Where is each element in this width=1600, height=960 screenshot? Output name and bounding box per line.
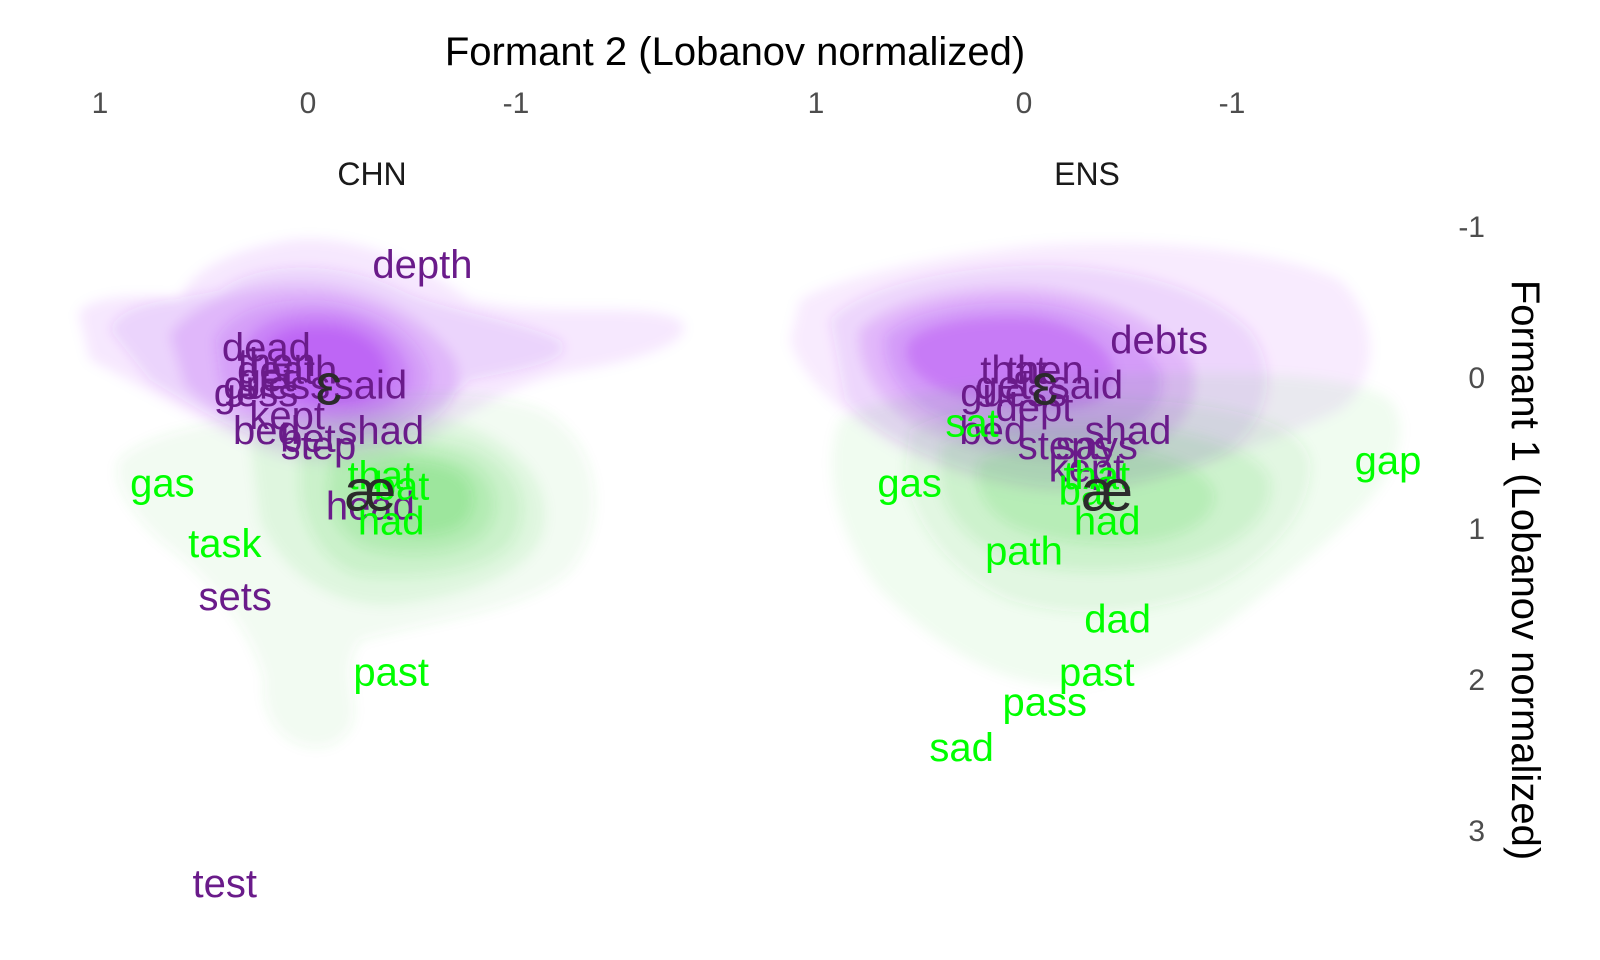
word-label-steps: steps xyxy=(1018,424,1114,468)
vowel-centroid-e: ɛ xyxy=(1032,353,1059,418)
word-label-that: that xyxy=(1063,454,1130,498)
word-label-that: that xyxy=(347,454,414,498)
panel-strip-ens: ENS xyxy=(1054,156,1120,192)
word-label-then: then xyxy=(238,341,316,385)
x-tick-label: 0 xyxy=(300,87,317,120)
vowel-centroid-ae: æ xyxy=(345,458,397,523)
vowel-centroids-chn: ɛæ xyxy=(316,353,397,524)
word-label-bed: bed xyxy=(959,409,1026,453)
word-label-kept: kept xyxy=(1049,447,1125,491)
word-label-said: said xyxy=(334,364,407,408)
density-æ-ens xyxy=(832,373,1401,686)
word-label-past: past xyxy=(1059,650,1135,694)
word-label-guess: guess xyxy=(223,364,330,408)
x-tick-label: 1 xyxy=(808,87,825,120)
word-label-gess: gess xyxy=(214,371,299,415)
x-tick-label: 1 xyxy=(92,87,109,120)
y-tick-label: -1 xyxy=(1458,211,1485,244)
density-band xyxy=(265,326,388,405)
vowel-centroid-e: ɛ xyxy=(316,353,343,418)
word-label-bat: bat xyxy=(1059,469,1115,513)
word-label-path: path xyxy=(985,530,1063,574)
y-tick-label: 1 xyxy=(1468,513,1485,546)
word-label-shad: shad xyxy=(1085,409,1172,453)
word-label-had: had xyxy=(1074,499,1141,543)
density-band xyxy=(355,461,474,536)
x-axis-ticks: 1 0 -1 1 0 -1 xyxy=(92,87,1246,120)
word-label-bed: bed xyxy=(233,409,300,453)
word-label-sad: sad xyxy=(929,726,994,770)
word-label-guess: guess xyxy=(960,371,1067,415)
x-tick-label: 0 xyxy=(1016,87,1033,120)
word-label-pass: pass xyxy=(1003,681,1088,725)
word-label-bat: bat xyxy=(374,465,430,509)
word-label-gas: gas xyxy=(130,462,195,506)
word-label-dead: dead xyxy=(222,326,311,370)
y-axis-ticks: -1 0 1 2 3 xyxy=(1458,211,1485,848)
word-label-gas: gas xyxy=(877,462,942,506)
word-label-get: get xyxy=(975,364,1031,408)
word-label-task: task xyxy=(188,522,262,566)
density-æ-chn xyxy=(117,394,595,747)
word-label-depth: depth xyxy=(372,243,472,287)
word-label-dept: dept xyxy=(995,386,1073,430)
word-label-get: get xyxy=(239,356,295,400)
word-label-head: head xyxy=(326,484,415,528)
word-label-sets: sets xyxy=(199,575,272,619)
x-axis-title: Formant 2 (Lobanov normalized) xyxy=(445,30,1025,74)
word-label-had: had xyxy=(358,499,425,543)
x-tick-label: -1 xyxy=(503,87,530,120)
word-label-that: that xyxy=(980,348,1047,392)
word-label-death: death xyxy=(237,348,337,392)
word-label-bet: bet xyxy=(280,416,336,460)
y-tick-label: 2 xyxy=(1468,664,1485,697)
y-axis-title: Formant 1 (Lobanov normalized) xyxy=(1503,280,1547,860)
word-label-then: then xyxy=(1006,348,1084,392)
word-label-sat: sat xyxy=(945,401,998,445)
density-band xyxy=(976,445,1215,545)
word-label-dad: dad xyxy=(1084,598,1151,642)
word-label-kept: kept xyxy=(249,394,325,438)
y-tick-label: 0 xyxy=(1468,362,1485,395)
word-label-debts: debts xyxy=(1110,318,1208,362)
word-label-said: said xyxy=(1050,364,1123,408)
word-label-step: step xyxy=(281,424,357,468)
word-label-shad: shad xyxy=(337,409,424,453)
x-tick-label: -1 xyxy=(1219,87,1246,120)
word-label-gap: gap xyxy=(1355,439,1422,483)
word-label-test: test xyxy=(193,862,257,906)
vowel-centroid-ae: æ xyxy=(1081,458,1133,523)
panel-strip-chn: CHN xyxy=(337,156,406,192)
y-tick-label: 3 xyxy=(1468,815,1485,848)
word-label-past: past xyxy=(353,650,429,694)
word-label-says: says xyxy=(1056,424,1138,468)
vowel-centroids-ens: ɛæ xyxy=(1032,353,1133,524)
